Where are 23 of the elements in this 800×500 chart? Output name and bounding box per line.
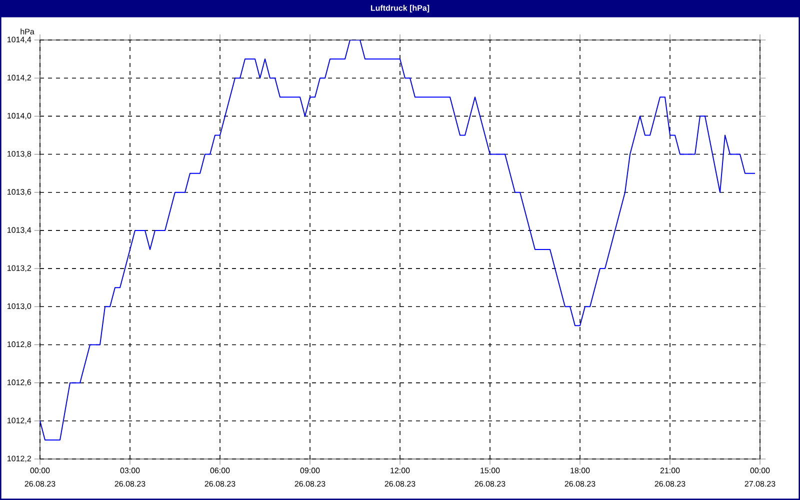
chart-title: Luftdruck [hPa] bbox=[370, 4, 430, 12]
y-tick-label: 1013,2 bbox=[8, 265, 31, 272]
x-tick-label: 12:00 26.08.23 bbox=[384, 468, 416, 487]
y-tick-label: 1013,0 bbox=[8, 303, 32, 310]
y-tick-label: 1013,4 bbox=[8, 227, 32, 234]
y-tick-label: 1012,8 bbox=[8, 341, 32, 348]
y-tick-label: 1013,8 bbox=[8, 150, 32, 158]
x-tick-label: 00:00 26.08.23 bbox=[24, 468, 56, 487]
y-tick-label: 1014,0 bbox=[8, 112, 32, 120]
y-tick-label: 1014,2 bbox=[8, 74, 31, 82]
y-axis-title: hPa bbox=[20, 28, 34, 34]
x-tick-label: 21:00 26.08.23 bbox=[654, 468, 686, 487]
y-tick-label: 1012,4 bbox=[8, 418, 32, 424]
x-tick-label: 09:00 26.08.23 bbox=[294, 468, 326, 487]
y-tick-label: 1013,6 bbox=[8, 189, 32, 196]
x-tick-label: 03:00 26.08.23 bbox=[114, 468, 146, 487]
x-tick-label: 15:00 26.08.23 bbox=[474, 468, 506, 487]
y-tick-label: 1012,2 bbox=[8, 456, 31, 462]
x-tick-label: 18:00 26.08.23 bbox=[564, 468, 596, 487]
y-tick-label: 1014,4 bbox=[8, 36, 32, 44]
y-tick-label: 1012,6 bbox=[8, 380, 32, 386]
x-tick-label: 06:00 26.08.23 bbox=[204, 468, 236, 487]
x-tick-label: 00:00 27.08.23 bbox=[744, 468, 776, 487]
